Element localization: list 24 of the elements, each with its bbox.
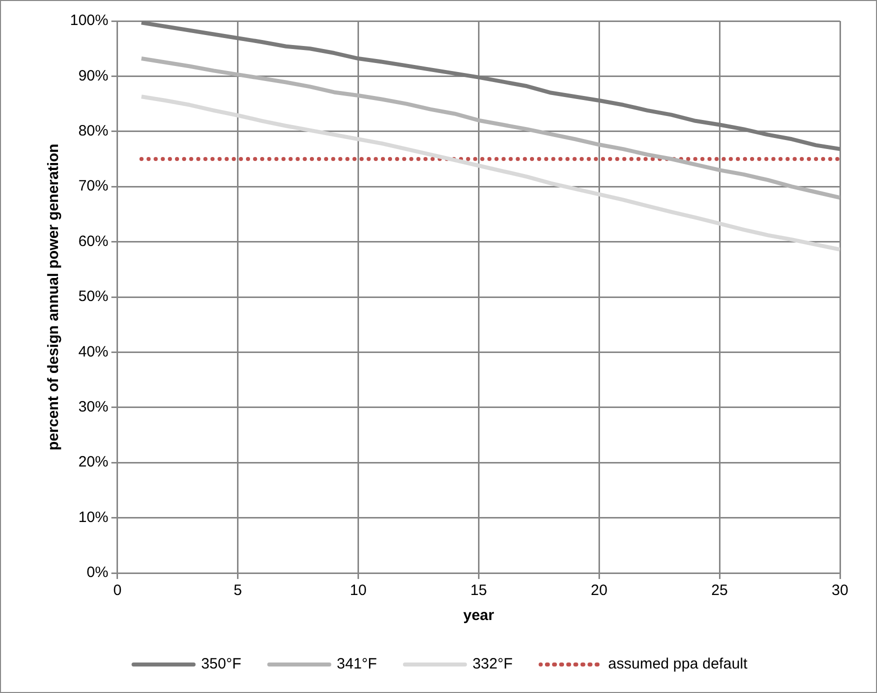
y-tick-label: 40% [78, 343, 108, 360]
y-tick-label: 70% [78, 178, 108, 195]
y-tick-label: 60% [78, 232, 108, 250]
legend-label: 332°F [472, 656, 513, 673]
x-tick-label: 15 [470, 582, 488, 600]
y-tick-label: 30% [78, 398, 108, 416]
legend-label: 350°F [201, 656, 242, 673]
x-tick-label: 5 [234, 582, 242, 600]
legend-label: assumed ppa default [608, 656, 748, 673]
y-axis-title: percent of design annual power generation [45, 144, 62, 450]
x-tick-label: 30 [832, 582, 848, 600]
y-tick-label: 50% [78, 288, 108, 306]
y-tick-label: 20% [78, 454, 108, 471]
legend-label: 341°F [336, 656, 377, 673]
x-axis-title: year [463, 607, 494, 624]
y-tick-label: 0% [86, 564, 108, 582]
y-tick-label: 90% [78, 67, 108, 84]
x-tick-label: 25 [711, 582, 728, 600]
x-tick-label: 20 [590, 582, 608, 600]
y-tick-label: 10% [78, 508, 108, 526]
y-tick-label: 80% [78, 122, 108, 140]
x-tick-label: 0 [113, 582, 122, 600]
x-tick-label: 10 [350, 582, 367, 600]
y-tick-label: 100% [70, 12, 108, 30]
